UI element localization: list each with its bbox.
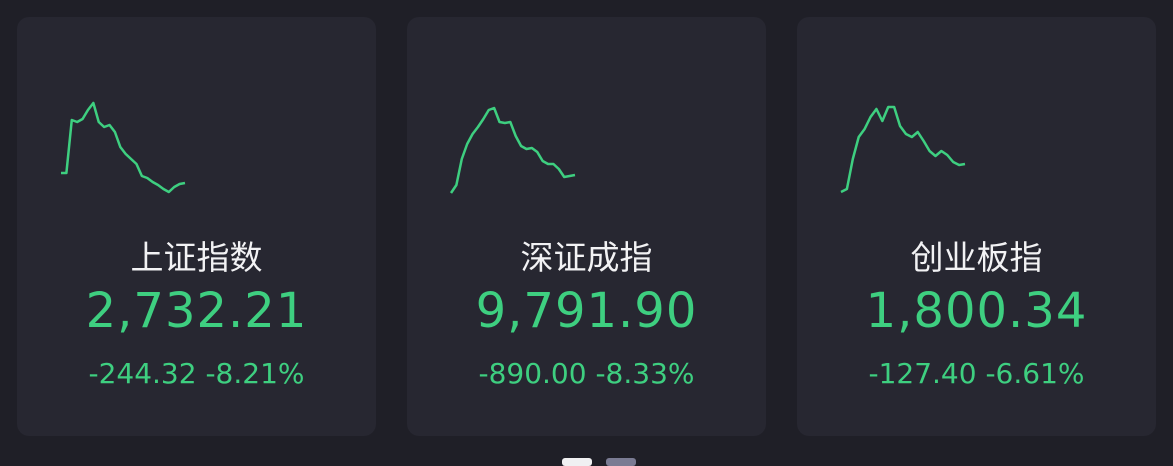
index-change: -244.32 -8.21% bbox=[17, 357, 376, 390]
change-percent: -8.33% bbox=[595, 357, 695, 390]
index-card-shanghai[interactable]: 上证指数 2,732.21 -244.32 -8.21% bbox=[17, 17, 376, 436]
sparkline-path bbox=[61, 101, 186, 194]
index-name: 创业板指 bbox=[910, 238, 1043, 277]
sparkline-path bbox=[840, 105, 966, 194]
sparkline-path bbox=[449, 106, 576, 194]
sparkline bbox=[449, 106, 576, 194]
change-amount: -890.00 bbox=[478, 357, 587, 390]
page-dot[interactable] bbox=[562, 458, 592, 466]
index-change: -127.40 -6.61% bbox=[797, 357, 1156, 390]
change-amount: -244.32 bbox=[88, 357, 197, 390]
sparkline bbox=[840, 105, 966, 194]
page-dot[interactable] bbox=[606, 458, 636, 466]
change-percent: -6.61% bbox=[985, 357, 1085, 390]
change-amount: -127.40 bbox=[868, 357, 977, 390]
index-value: 9,791.90 bbox=[475, 283, 698, 339]
index-change: -890.00 -8.33% bbox=[407, 357, 766, 390]
index-name: 深证成指 bbox=[520, 238, 653, 277]
sparkline bbox=[61, 101, 186, 194]
index-value: 2,732.21 bbox=[85, 283, 308, 339]
page-indicator bbox=[562, 458, 636, 466]
index-value: 1,800.34 bbox=[865, 283, 1088, 339]
index-name: 上证指数 bbox=[130, 238, 263, 277]
index-card-chinext[interactable]: 创业板指 1,800.34 -127.40 -6.61% bbox=[797, 17, 1156, 436]
index-card-shenzhen[interactable]: 深证成指 9,791.90 -890.00 -8.33% bbox=[407, 17, 766, 436]
change-percent: -8.21% bbox=[205, 357, 305, 390]
